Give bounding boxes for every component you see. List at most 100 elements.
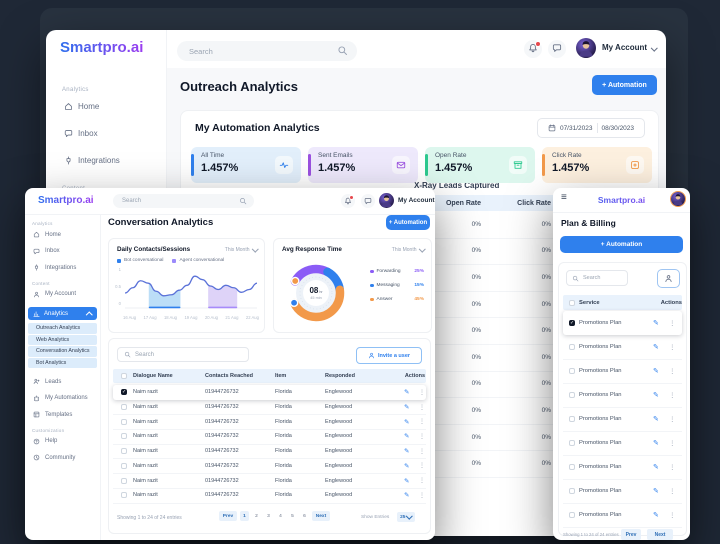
edit-icon[interactable]: ✎ (653, 464, 659, 471)
automation-button[interactable]: + Automation (560, 236, 683, 253)
sidebar-item-leads[interactable]: Leads (33, 378, 61, 385)
sidebar-subitem-conversation-analytics[interactable]: Conversation Analytics (28, 346, 97, 357)
row-checkbox[interactable] (121, 448, 127, 455)
entries-per-page-dropdown[interactable]: 25 (397, 512, 415, 522)
sidebar-item-my-automations[interactable]: My Automations (33, 394, 88, 402)
more-options-icon[interactable]: ⋮ (419, 448, 425, 455)
page-button-4[interactable]: 4 (279, 513, 282, 519)
edit-icon[interactable]: ✎ (653, 368, 659, 375)
page-button-1[interactable]: 1 (240, 511, 249, 521)
more-options-icon[interactable]: ⋮ (419, 492, 425, 499)
edit-icon[interactable]: ✎ (404, 418, 410, 426)
search-input[interactable]: Search (177, 41, 357, 61)
more-options-icon[interactable]: ⋮ (669, 368, 676, 375)
more-options-icon[interactable]: ⋮ (419, 478, 425, 485)
sidebar-subitem-web-analytics[interactable]: Web Analytics (28, 334, 97, 345)
account-menu[interactable]: My Account (602, 43, 648, 52)
more-options-icon[interactable]: ⋮ (669, 512, 676, 519)
edit-icon[interactable]: ✎ (404, 477, 410, 485)
more-options-icon[interactable]: ⋮ (419, 433, 425, 440)
notifications-bell-button[interactable] (341, 194, 355, 208)
edit-icon[interactable]: ✎ (653, 488, 659, 495)
more-options-icon[interactable]: ⋮ (669, 464, 676, 471)
more-options-icon[interactable]: ⋮ (419, 463, 425, 470)
search-input[interactable]: Search (113, 194, 254, 208)
row-checkbox[interactable] (121, 462, 127, 469)
edit-icon[interactable]: ✎ (404, 448, 410, 456)
messages-button[interactable] (361, 194, 375, 208)
edit-icon[interactable]: ✎ (653, 512, 659, 519)
period-filter-dropdown[interactable]: This Month (392, 245, 425, 253)
edit-icon[interactable]: ✎ (404, 462, 410, 470)
more-options-icon[interactable]: ⋮ (419, 419, 425, 426)
row-checkbox[interactable] (569, 512, 575, 518)
avatar[interactable] (671, 192, 685, 206)
account-menu[interactable]: My Account (398, 197, 435, 204)
sidebar-subitem-outreach-analytics[interactable]: Outreach Analytics (28, 323, 97, 334)
sidebar-item-help[interactable]: Help (33, 438, 57, 445)
page-button-3[interactable]: 3 (267, 513, 270, 519)
edit-icon[interactable]: ✎ (653, 320, 659, 327)
sidebar-item-integrations[interactable]: Integrations (33, 264, 76, 271)
table-search-input[interactable]: Search (117, 347, 249, 362)
row-checkbox[interactable] (121, 433, 127, 440)
more-options-icon[interactable]: ⋮ (669, 440, 676, 447)
sidebar-item-home[interactable]: Home (33, 231, 61, 238)
prev-page-button[interactable]: Prev (219, 511, 237, 521)
row-checkbox[interactable]: ✓ (569, 320, 575, 326)
edit-icon[interactable]: ✎ (653, 440, 659, 447)
next-page-button[interactable]: Next (312, 511, 330, 521)
invite-user-button[interactable] (657, 269, 680, 288)
row-checkbox[interactable]: ✓ (121, 389, 127, 396)
more-options-icon[interactable]: ⋮ (669, 488, 676, 495)
sidebar-item-community[interactable]: Community (33, 454, 75, 461)
edit-icon[interactable]: ✎ (653, 416, 659, 423)
avatar[interactable] (576, 38, 596, 58)
page-button-6[interactable]: 6 (303, 513, 306, 519)
row-checkbox[interactable] (121, 404, 127, 411)
edit-icon[interactable]: ✎ (653, 392, 659, 399)
row-checkbox[interactable] (569, 440, 575, 446)
menu-button[interactable]: ≡ (561, 192, 567, 203)
page-button-2[interactable]: 2 (255, 513, 258, 519)
sidebar-item-my-account[interactable]: My Account (33, 291, 76, 298)
more-options-icon[interactable]: ⋮ (419, 404, 425, 411)
more-options-icon[interactable]: ⋮ (669, 416, 676, 423)
automation-button[interactable]: + Automation (386, 215, 430, 230)
next-page-button[interactable]: Next (647, 529, 673, 540)
select-all-checkbox[interactable] (569, 299, 575, 306)
notifications-bell-button[interactable] (524, 40, 542, 58)
page-button-5[interactable]: 5 (291, 513, 294, 519)
row-checkbox[interactable] (569, 488, 575, 494)
date-range-picker[interactable]: 07/31/2023 08/30/2023 (537, 118, 645, 138)
avatar[interactable] (379, 193, 394, 208)
period-filter-dropdown[interactable]: This Month (225, 245, 258, 253)
row-checkbox[interactable] (121, 418, 127, 425)
row-checkbox[interactable] (569, 368, 575, 374)
edit-icon[interactable]: ✎ (404, 404, 410, 412)
row-checkbox[interactable] (569, 464, 575, 470)
sidebar-subitem-bot-analytics[interactable]: Bot Analytics (28, 357, 97, 368)
sidebar-item-templates[interactable]: Templates (33, 411, 72, 418)
more-options-icon[interactable]: ⋮ (669, 320, 676, 327)
select-all-checkbox[interactable] (121, 373, 127, 379)
edit-icon[interactable]: ✎ (653, 344, 659, 351)
invite-user-button[interactable]: Invite a user (356, 347, 422, 364)
more-options-icon[interactable]: ⋮ (669, 344, 676, 351)
sidebar-item-home[interactable]: Home (64, 102, 99, 111)
row-checkbox[interactable] (569, 344, 575, 350)
more-options-icon[interactable]: ⋮ (669, 392, 676, 399)
sidebar-item-analytics-active[interactable]: Analytics (28, 307, 97, 320)
sidebar-item-inbox[interactable]: Inbox (64, 129, 98, 138)
row-checkbox[interactable] (121, 492, 127, 499)
messages-button[interactable] (548, 40, 566, 58)
row-checkbox[interactable] (121, 477, 127, 484)
table-search-input[interactable]: Search (566, 270, 628, 286)
sidebar-item-integrations[interactable]: Integrations (64, 156, 120, 165)
sidebar-item-inbox[interactable]: Inbox (33, 248, 60, 255)
edit-icon[interactable]: ✎ (404, 389, 410, 397)
row-checkbox[interactable] (569, 392, 575, 398)
automation-button[interactable]: + Automation (592, 75, 657, 95)
more-options-icon[interactable]: ⋮ (419, 389, 425, 396)
row-checkbox[interactable] (569, 416, 575, 422)
